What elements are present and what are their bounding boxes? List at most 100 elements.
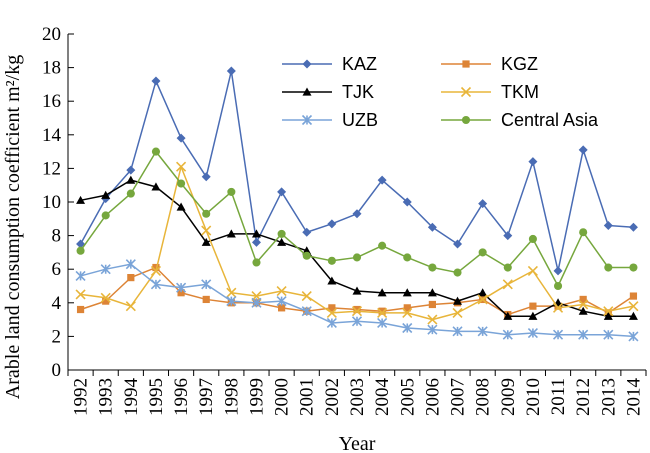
legend-marker bbox=[302, 87, 312, 96]
y-tick-label: 10 bbox=[42, 192, 61, 213]
data-point-tkm bbox=[150, 265, 162, 276]
legend-marker bbox=[461, 115, 471, 125]
data-point-central-asia bbox=[503, 263, 512, 272]
data-point-tjk bbox=[478, 288, 488, 297]
data-point-kgz bbox=[127, 274, 135, 282]
legend-marker bbox=[301, 114, 313, 126]
data-point-central-asia bbox=[202, 209, 211, 218]
legend-marker bbox=[302, 59, 312, 69]
x-tick-label: 2004 bbox=[372, 378, 393, 417]
data-point-tjk bbox=[176, 202, 186, 211]
data-point-uzb bbox=[176, 282, 187, 293]
x-tick-label: 2012 bbox=[573, 378, 594, 416]
data-point-central-asia bbox=[302, 251, 311, 260]
data-point-kaz bbox=[578, 145, 588, 155]
x-tick-label: 2011 bbox=[548, 378, 569, 415]
data-point-tjk bbox=[628, 311, 638, 320]
data-point-central-asia bbox=[126, 189, 135, 198]
data-point-kaz bbox=[201, 172, 211, 182]
data-point-tkm bbox=[477, 294, 488, 305]
legend-label: Central Asia bbox=[501, 110, 599, 130]
x-tick-label: 1996 bbox=[171, 378, 192, 416]
data-point-central-asia bbox=[428, 263, 437, 272]
legend-item-uzb: UZB bbox=[282, 110, 378, 130]
data-point-tjk bbox=[302, 246, 312, 255]
data-point-tkm bbox=[527, 265, 538, 276]
data-point-tkm bbox=[402, 307, 413, 318]
data-point-uzb bbox=[527, 327, 538, 339]
data-point-kaz bbox=[453, 239, 463, 249]
data-point-uzb bbox=[201, 279, 212, 290]
data-point-uzb bbox=[226, 296, 237, 307]
x-tick-label: 2014 bbox=[623, 378, 644, 417]
data-point-kaz bbox=[402, 197, 412, 207]
series-central-asia bbox=[76, 147, 638, 291]
y-tick-label: 0 bbox=[52, 360, 62, 381]
y-tick-label: 6 bbox=[52, 259, 62, 280]
data-point-kaz bbox=[628, 222, 638, 232]
data-point-kgz bbox=[76, 305, 85, 314]
data-point-kaz bbox=[76, 239, 86, 249]
data-point-uzb bbox=[452, 326, 463, 337]
data-point-tjk bbox=[201, 237, 211, 246]
x-tick-label: 2000 bbox=[272, 378, 293, 416]
data-point-tjk bbox=[528, 311, 538, 320]
data-point-uzb bbox=[377, 317, 388, 329]
data-point-tkm bbox=[603, 306, 614, 317]
data-point-central-asia bbox=[177, 179, 186, 188]
x-tick-label: 1997 bbox=[196, 378, 217, 416]
data-point-tkm bbox=[226, 287, 237, 298]
data-point-uzb bbox=[251, 297, 262, 308]
data-point-uzb bbox=[552, 329, 564, 340]
x-tick-label: 1993 bbox=[96, 378, 117, 416]
data-point-kgz bbox=[428, 300, 436, 309]
data-point-tkm bbox=[176, 161, 187, 172]
data-point-tjk bbox=[427, 288, 437, 297]
x-tick-label: 1998 bbox=[221, 378, 242, 416]
y-tick-label: 2 bbox=[52, 326, 62, 347]
data-point-tjk bbox=[151, 182, 161, 191]
data-point-central-asia bbox=[528, 234, 537, 244]
y-tick-label: 16 bbox=[42, 91, 61, 112]
data-point-central-asia bbox=[553, 281, 563, 291]
data-point-tkm bbox=[552, 302, 564, 313]
data-point-tjk bbox=[277, 237, 287, 246]
data-point-tjk bbox=[352, 286, 362, 295]
data-point-central-asia bbox=[453, 268, 462, 277]
data-point-tkm bbox=[502, 279, 513, 290]
data-point-uzb bbox=[276, 296, 287, 307]
x-tick-label: 2007 bbox=[448, 378, 469, 416]
data-point-uzb bbox=[326, 317, 337, 329]
data-point-tjk bbox=[101, 190, 111, 199]
data-point-kaz bbox=[603, 221, 613, 231]
x-tick-label: 2005 bbox=[397, 378, 418, 416]
x-tick-label: 2010 bbox=[523, 378, 544, 416]
data-point-tkm bbox=[125, 301, 136, 312]
x-tick-label: 2006 bbox=[422, 378, 443, 416]
data-point-kaz bbox=[302, 227, 312, 237]
data-point-tjk bbox=[327, 276, 337, 285]
data-point-tjk bbox=[226, 229, 236, 238]
data-point-central-asia bbox=[629, 263, 638, 272]
data-point-kaz bbox=[277, 187, 287, 197]
legend-marker bbox=[460, 86, 472, 98]
data-point-tjk bbox=[578, 306, 588, 315]
data-point-tkm bbox=[427, 314, 438, 325]
series-uzb bbox=[75, 259, 639, 342]
y-tick-label: 8 bbox=[52, 226, 62, 247]
legend-item-tkm: TKM bbox=[441, 82, 539, 102]
y-tick-label: 4 bbox=[52, 293, 62, 314]
series-tjk bbox=[76, 175, 638, 320]
legend-item-central-asia: Central Asia bbox=[441, 110, 599, 130]
data-point-central-asia bbox=[378, 241, 387, 250]
data-point-uzb bbox=[75, 270, 86, 281]
data-point-central-asia bbox=[227, 187, 236, 196]
data-point-tjk bbox=[503, 311, 513, 320]
y-axis-title: Arable land consumption coefficient m²/k… bbox=[2, 55, 24, 399]
data-point-kgz bbox=[629, 292, 638, 300]
data-point-kgz bbox=[378, 307, 386, 315]
legend-item-tjk: TJK bbox=[282, 82, 374, 102]
data-point-tjk bbox=[76, 195, 86, 204]
